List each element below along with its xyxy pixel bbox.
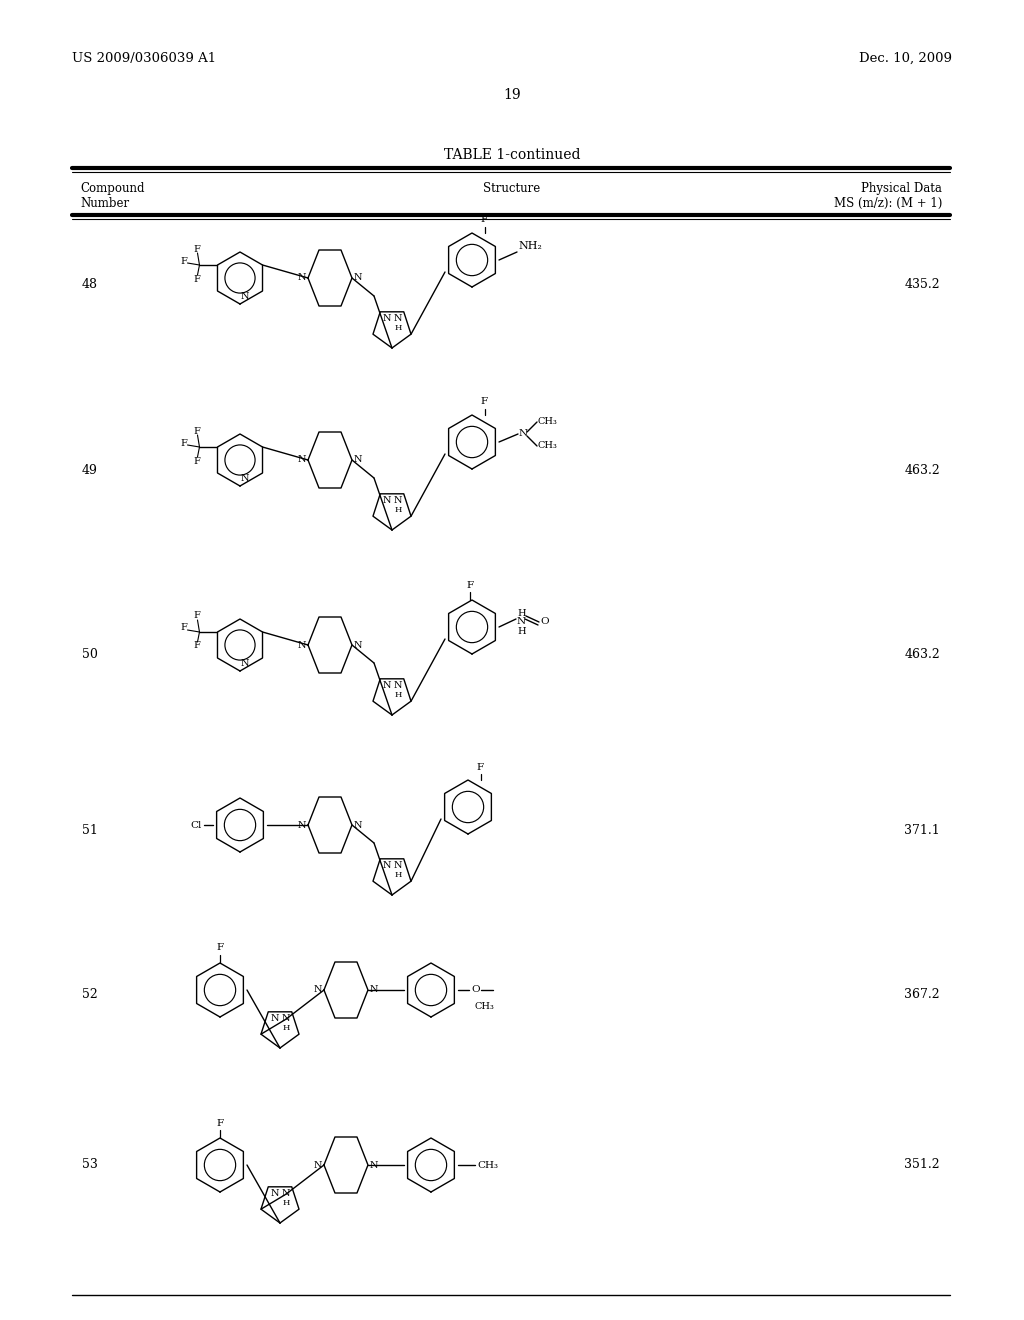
Text: N: N xyxy=(382,314,391,323)
Text: N: N xyxy=(382,681,391,690)
Text: F: F xyxy=(180,623,187,632)
Text: N: N xyxy=(370,1160,379,1170)
Text: N: N xyxy=(241,659,250,668)
Text: 49: 49 xyxy=(82,463,98,477)
Text: N: N xyxy=(517,616,526,626)
Text: H: H xyxy=(517,609,525,618)
Text: F: F xyxy=(216,1118,223,1127)
Text: N: N xyxy=(354,821,362,829)
Text: N: N xyxy=(282,1189,290,1197)
Text: F: F xyxy=(480,397,487,407)
Text: 463.2: 463.2 xyxy=(904,463,940,477)
Text: N: N xyxy=(298,821,306,829)
Text: F: F xyxy=(194,611,200,620)
Text: O: O xyxy=(471,986,479,994)
Text: H: H xyxy=(517,627,525,635)
Text: F: F xyxy=(467,581,473,590)
Text: Dec. 10, 2009: Dec. 10, 2009 xyxy=(859,51,952,65)
Text: N: N xyxy=(354,640,362,649)
Text: F: F xyxy=(194,642,200,651)
Text: N: N xyxy=(298,640,306,649)
Text: CH₃: CH₃ xyxy=(477,1160,498,1170)
Text: Structure: Structure xyxy=(483,182,541,195)
Text: H: H xyxy=(394,690,401,698)
Text: N: N xyxy=(298,455,306,465)
Text: N: N xyxy=(354,273,362,282)
Text: NH₂: NH₂ xyxy=(518,242,542,251)
Text: N: N xyxy=(393,861,401,870)
Text: CH₃: CH₃ xyxy=(538,441,558,450)
Text: 367.2: 367.2 xyxy=(904,989,940,1002)
Text: F: F xyxy=(216,944,223,953)
Text: 371.1: 371.1 xyxy=(904,824,940,837)
Text: N: N xyxy=(313,986,322,994)
Text: H: H xyxy=(394,506,401,513)
Text: 48: 48 xyxy=(82,279,98,292)
Text: Compound: Compound xyxy=(80,182,144,195)
Text: Cl: Cl xyxy=(190,821,202,829)
Text: 463.2: 463.2 xyxy=(904,648,940,661)
Text: F: F xyxy=(180,438,187,447)
Text: N: N xyxy=(354,455,362,465)
Text: F: F xyxy=(194,244,200,253)
Text: H: H xyxy=(283,1024,290,1032)
Text: H: H xyxy=(394,323,401,331)
Text: F: F xyxy=(194,275,200,284)
Text: F: F xyxy=(180,256,187,265)
Text: N: N xyxy=(382,861,391,870)
Text: N: N xyxy=(313,1160,322,1170)
Text: H: H xyxy=(394,871,401,879)
Text: N: N xyxy=(241,474,250,483)
Text: N: N xyxy=(370,986,379,994)
Text: 53: 53 xyxy=(82,1159,98,1172)
Text: 51: 51 xyxy=(82,824,98,837)
Text: N: N xyxy=(282,1014,290,1023)
Text: CH₃: CH₃ xyxy=(538,417,558,426)
Text: N: N xyxy=(393,681,401,690)
Text: 351.2: 351.2 xyxy=(904,1159,940,1172)
Text: F: F xyxy=(480,215,487,224)
Text: TABLE 1-continued: TABLE 1-continued xyxy=(443,148,581,162)
Text: 435.2: 435.2 xyxy=(904,279,940,292)
Text: N: N xyxy=(270,1014,279,1023)
Text: N: N xyxy=(241,292,250,301)
Text: F: F xyxy=(476,763,483,771)
Text: MS (m/z): (M + 1): MS (m/z): (M + 1) xyxy=(834,197,942,210)
Text: F: F xyxy=(194,457,200,466)
Text: N: N xyxy=(393,496,401,504)
Text: N: N xyxy=(298,273,306,282)
Text: F: F xyxy=(194,426,200,436)
Text: 50: 50 xyxy=(82,648,98,661)
Text: O: O xyxy=(540,616,549,626)
Text: CH₃: CH₃ xyxy=(475,1002,495,1011)
Text: Physical Data: Physical Data xyxy=(861,182,942,195)
Text: Number: Number xyxy=(80,197,129,210)
Text: N: N xyxy=(270,1189,279,1197)
Text: N: N xyxy=(393,314,401,323)
Text: N: N xyxy=(382,496,391,504)
Text: H: H xyxy=(283,1199,290,1206)
Text: 19: 19 xyxy=(503,88,521,102)
Text: US 2009/0306039 A1: US 2009/0306039 A1 xyxy=(72,51,216,65)
Text: N: N xyxy=(519,429,528,438)
Text: 52: 52 xyxy=(82,989,97,1002)
